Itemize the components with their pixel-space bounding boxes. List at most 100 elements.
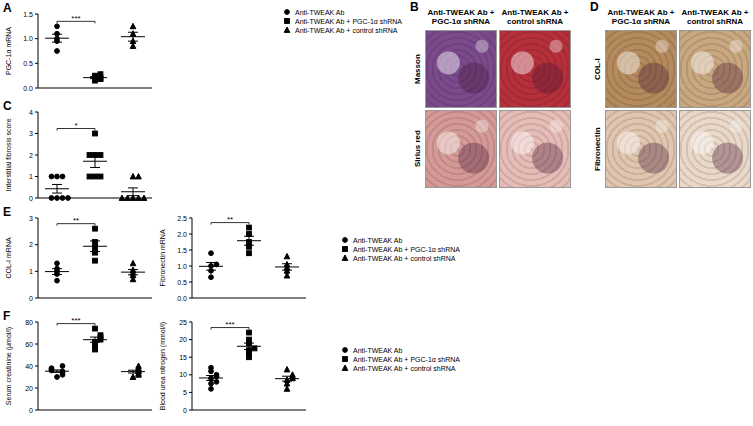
chart: 0.00.51.01.5PGC-1α mRNAA***Anti-TWEAK Ab… xyxy=(3,1,402,92)
error-bar xyxy=(282,264,292,270)
y-tick xyxy=(35,298,38,299)
y-tick-label: 3 xyxy=(29,215,33,222)
y-tick-label: 1.0 xyxy=(23,35,33,42)
legend-label: Anti-TWEAK Ab xyxy=(353,237,403,244)
y-tick-label: 0 xyxy=(29,295,33,302)
marks xyxy=(45,326,145,379)
x-axis xyxy=(192,410,306,411)
y-axis-label: COL-I mRNA xyxy=(5,237,12,279)
legend-marker xyxy=(343,348,348,353)
y-axis xyxy=(192,322,193,410)
y-tick-label: 0 xyxy=(29,407,33,414)
mean-line xyxy=(45,371,69,372)
y-tick-label: 10 xyxy=(179,371,187,378)
y-axis-label: Fibronectin mRNA xyxy=(159,229,166,287)
y-tick-label: 20 xyxy=(179,336,187,343)
point xyxy=(98,72,103,77)
y-tick xyxy=(35,218,38,219)
legend: Anti-TWEAK Ab Anti-TWEAK Ab + PGC-1α shRN… xyxy=(342,237,460,262)
point xyxy=(284,367,290,372)
micrograph xyxy=(499,30,571,108)
y-tick xyxy=(35,14,38,15)
x-axis xyxy=(38,410,152,411)
micrograph xyxy=(499,110,571,188)
point xyxy=(55,174,60,179)
panel-letter: F xyxy=(3,309,10,323)
legend-label: Anti-TWEAK Ab + PGC-1α shRNA xyxy=(353,356,460,363)
y-tick xyxy=(35,410,38,411)
y-tick xyxy=(189,234,192,235)
y-tick-label: 60 xyxy=(25,341,33,348)
chart: 01234Interstitial fibrosis scoreC* xyxy=(3,99,152,202)
point xyxy=(49,174,54,179)
y-axis-label: Serum creatinine (μmol/l) xyxy=(5,327,13,405)
chart: 0510152025Blood urea nitrogen (mmol/l)**… xyxy=(159,319,460,414)
legend: Anti-TWEAK AbAnti-TWEAK Ab + PGC-1α shRN… xyxy=(284,9,402,34)
y-tick xyxy=(189,282,192,283)
error-bar xyxy=(52,34,62,42)
error-bar xyxy=(128,188,138,196)
point xyxy=(55,261,60,266)
y-tick-label: 4 xyxy=(29,109,33,116)
marks xyxy=(199,225,299,279)
error-bar xyxy=(90,337,100,342)
y-axis xyxy=(192,218,193,298)
y-tick xyxy=(35,176,38,177)
error-bar xyxy=(52,269,62,275)
y-tick-label: 0 xyxy=(29,195,33,202)
legend-marker xyxy=(343,247,348,252)
error-bar xyxy=(128,269,138,274)
point xyxy=(130,374,136,379)
y-axis-label: Blood urea nitrogen (mmol/l) xyxy=(159,322,167,410)
legend-marker xyxy=(284,27,290,32)
y-tick-label: 2 xyxy=(29,152,33,159)
y-tick xyxy=(189,298,192,299)
point xyxy=(66,196,71,201)
y-tick xyxy=(35,88,38,89)
y-tick-label: 25 xyxy=(179,319,187,326)
y-tick-label: 1 xyxy=(29,268,33,275)
legend-marker xyxy=(343,357,348,362)
point xyxy=(55,375,60,380)
panel-letter: A xyxy=(3,1,12,15)
y-tick-label: 0.0 xyxy=(23,85,33,92)
legend-label: Anti-TWEAK Ab + control shRNA xyxy=(295,27,398,34)
row-label: Masson xyxy=(413,30,422,108)
y-tick xyxy=(189,339,192,340)
y-tick xyxy=(189,218,192,219)
point xyxy=(247,337,252,342)
column-header: Anti-TWEAK Ab + PGC-1α shRNA xyxy=(425,8,497,26)
significance: *** xyxy=(71,14,80,23)
y-tick-label: 3 xyxy=(29,130,33,137)
marks xyxy=(199,330,299,391)
point xyxy=(214,372,219,377)
legend: Anti-TWEAK AbAnti-TWEAK Ab + PGC-1α shRN… xyxy=(342,347,460,372)
y-tick xyxy=(35,198,38,199)
mean-line xyxy=(121,371,145,372)
significance: *** xyxy=(71,316,80,325)
y-tick xyxy=(35,133,38,134)
y-tick-label: 0.5 xyxy=(23,60,33,67)
y-tick-label: 0.0 xyxy=(177,295,187,302)
y-tick xyxy=(189,357,192,358)
point xyxy=(247,330,252,335)
point xyxy=(130,174,136,179)
point xyxy=(93,226,98,231)
point xyxy=(136,363,142,368)
point xyxy=(87,174,92,179)
legend-marker xyxy=(342,365,348,370)
error-bar xyxy=(128,32,138,41)
point xyxy=(209,381,214,386)
error-bar xyxy=(52,184,62,193)
error-bar xyxy=(90,155,100,167)
row-label: Fibronectin xyxy=(593,110,602,188)
column-header: Anti-TWEAK Ab + PGC-1α shRNA xyxy=(605,8,677,26)
legend-label: Anti-TWEAK Ab + PGC-1α shRNA xyxy=(353,246,460,253)
point xyxy=(284,386,290,391)
point xyxy=(209,275,214,280)
y-tick-label: 80 xyxy=(25,319,33,326)
error-bar xyxy=(52,370,62,372)
row-label: COL-I xyxy=(593,30,602,108)
y-tick-label: 1.0 xyxy=(177,263,187,270)
significance: *** xyxy=(225,320,234,329)
